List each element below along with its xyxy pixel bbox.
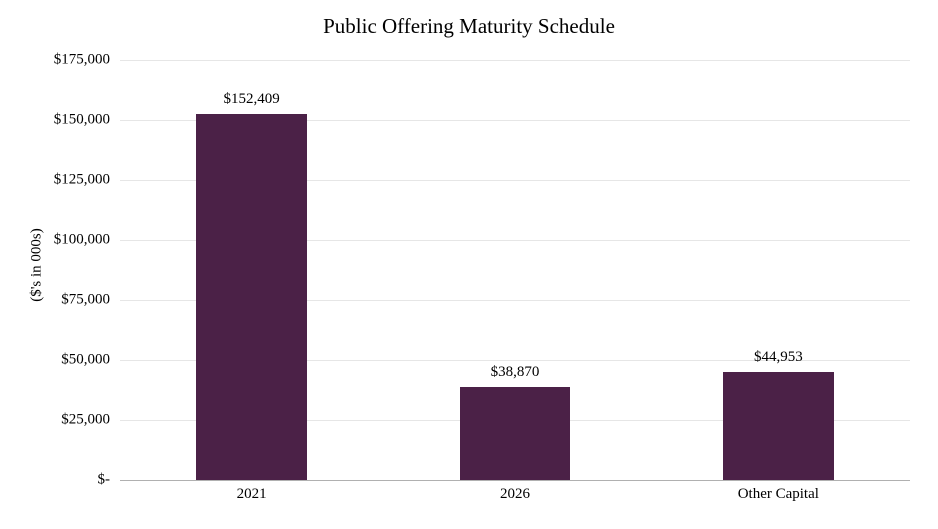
x-axis-baseline	[120, 480, 910, 481]
bar-value-label: $38,870	[415, 364, 615, 381]
gridline	[120, 60, 910, 61]
y-tick-label: $50,000	[61, 352, 110, 369]
y-tick-label: $100,000	[54, 232, 110, 249]
y-tick-label: $175,000	[54, 52, 110, 69]
x-tick-label: 2026	[415, 486, 615, 503]
bar	[460, 387, 571, 480]
y-tick-label: $75,000	[61, 292, 110, 309]
bar	[196, 114, 307, 480]
y-axis-label: ($'s in 000s)	[28, 228, 45, 302]
y-tick-label: $125,000	[54, 172, 110, 189]
y-tick-label: $-	[98, 472, 111, 489]
chart-title: Public Offering Maturity Schedule	[0, 14, 938, 39]
bar-value-label: $44,953	[678, 349, 878, 366]
y-tick-label: $150,000	[54, 112, 110, 129]
x-tick-label: Other Capital	[678, 486, 878, 503]
bar	[723, 372, 834, 480]
chart-container: Public Offering Maturity Schedule ($'s i…	[0, 0, 938, 529]
plot-area: $-$25,000$50,000$75,000$100,000$125,000$…	[120, 60, 910, 480]
x-tick-label: 2021	[152, 486, 352, 503]
bar-value-label: $152,409	[152, 91, 352, 108]
y-tick-label: $25,000	[61, 412, 110, 429]
